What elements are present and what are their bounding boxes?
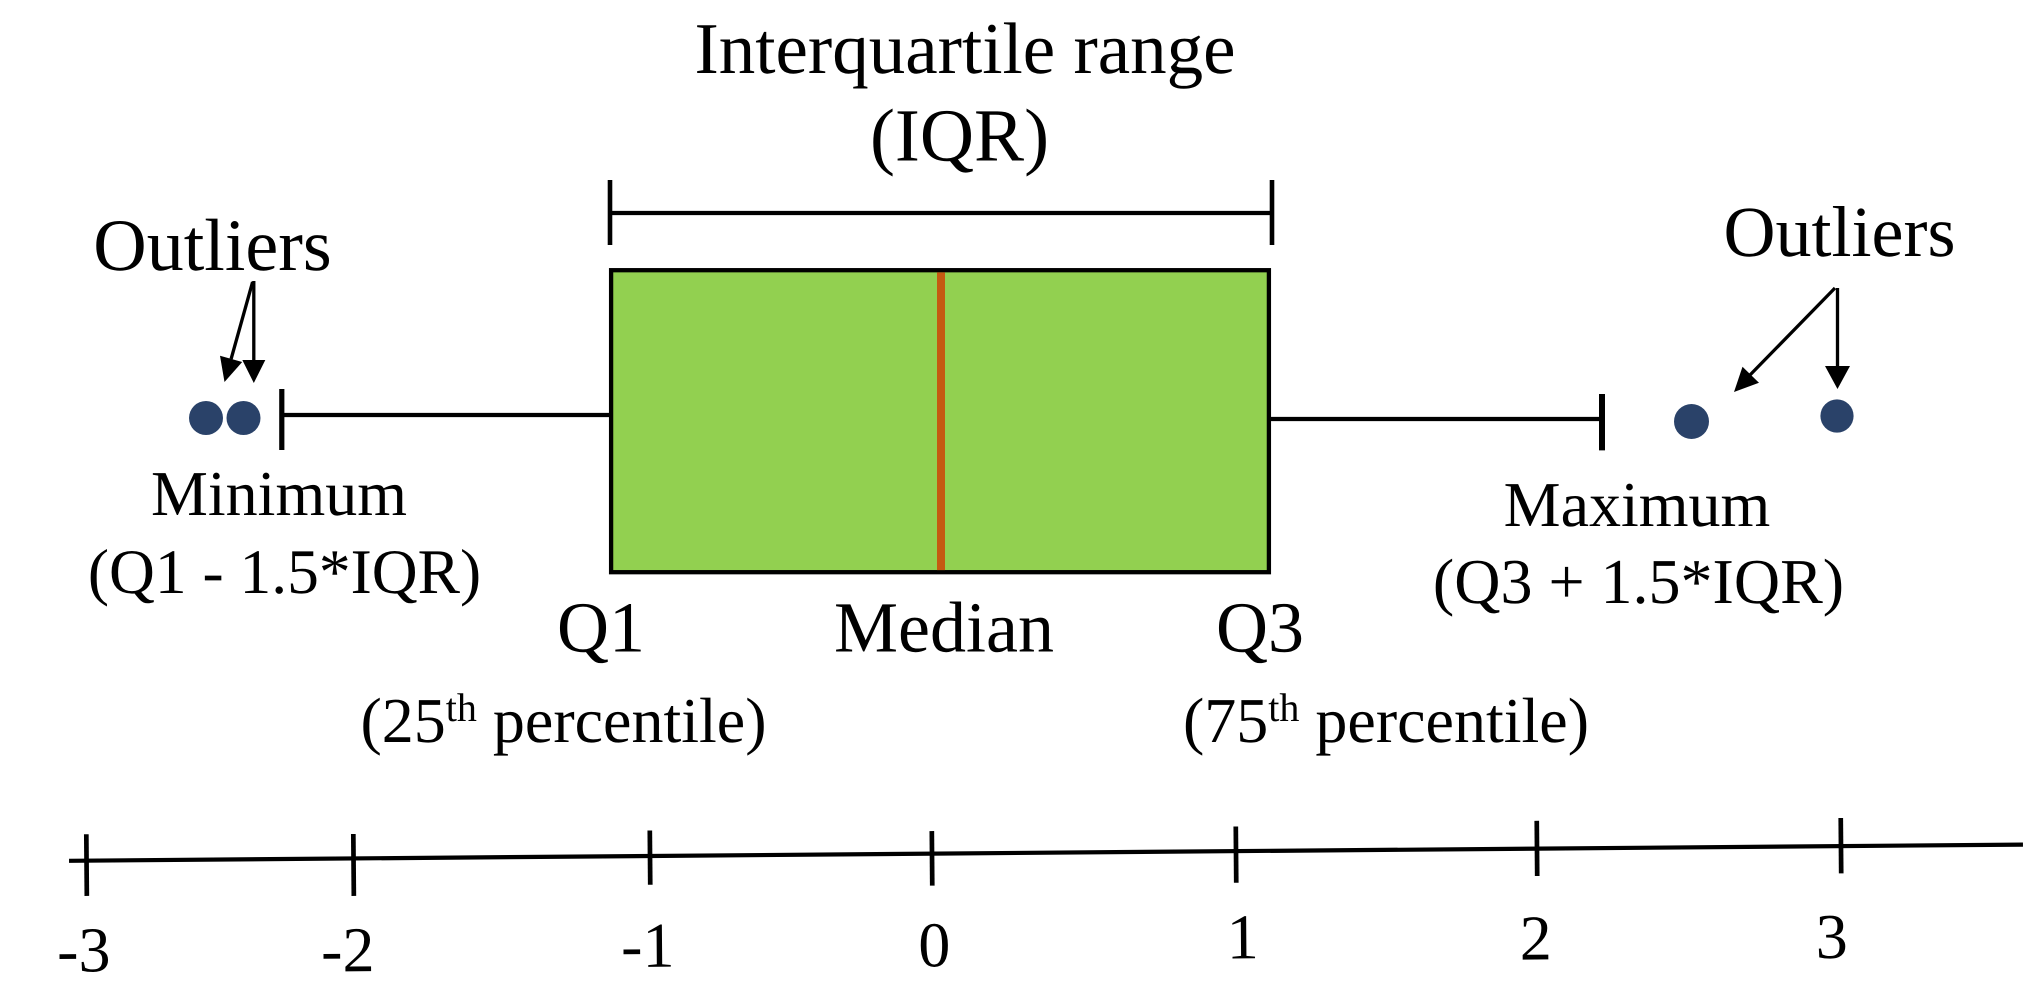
- svg-text:(75th percentile): (75th percentile): [1183, 685, 1589, 756]
- svg-text:Outliers: Outliers: [1724, 192, 1956, 272]
- svg-text:(Q1 - 1.5*IQR): (Q1 - 1.5*IQR): [88, 536, 481, 607]
- svg-text:Outliers: Outliers: [93, 205, 331, 287]
- svg-text:(25th percentile): (25th percentile): [360, 685, 766, 756]
- svg-text:Interquartile range: Interquartile range: [694, 8, 1235, 89]
- svg-text:-1: -1: [621, 910, 675, 981]
- svg-text:3: 3: [1815, 901, 1848, 972]
- svg-text:Median: Median: [834, 588, 1054, 668]
- svg-text:(IQR): (IQR): [870, 95, 1049, 178]
- svg-text:(Q3 + 1.5*IQR): (Q3 + 1.5*IQR): [1433, 546, 1844, 617]
- svg-text:-2: -2: [321, 914, 375, 984]
- svg-text:0: 0: [918, 909, 951, 980]
- svg-text:Minimum: Minimum: [151, 458, 407, 529]
- svg-text:Q1: Q1: [557, 588, 645, 668]
- svg-text:1: 1: [1226, 901, 1259, 972]
- svg-text:2: 2: [1519, 902, 1552, 973]
- svg-text:-3: -3: [57, 914, 111, 984]
- svg-text:Maximum: Maximum: [1504, 469, 1771, 540]
- svg-text:Q3: Q3: [1216, 588, 1304, 668]
